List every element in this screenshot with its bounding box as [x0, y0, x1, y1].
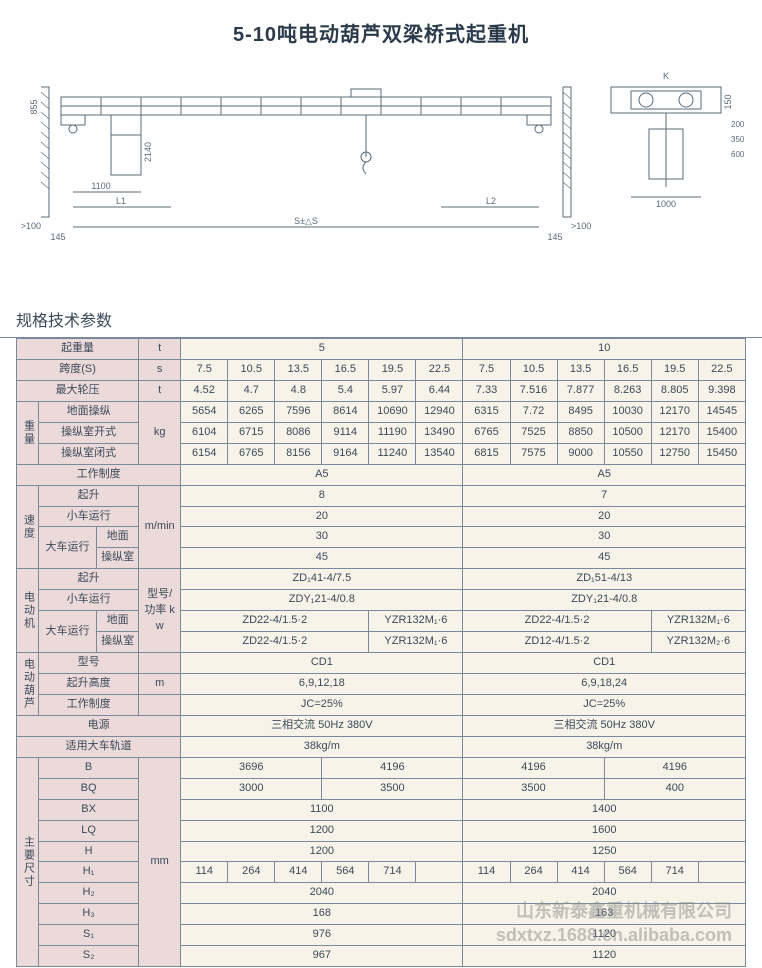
row-rail: 适用大车轨道 38kg/m 38kg/m	[17, 736, 746, 757]
label: S₂	[39, 946, 139, 967]
row-dim-H2: H₂ 2040 2040	[17, 883, 746, 904]
value: 5	[181, 339, 463, 360]
label-hoist-group: 电动葫芦	[17, 653, 39, 716]
label: 起升	[39, 485, 139, 506]
label: 小车运行	[39, 506, 139, 527]
label: BX	[39, 799, 139, 820]
row-dim-H: H 1200 1250	[17, 841, 746, 862]
label-motor-group: 电动机	[17, 569, 39, 653]
label: 电源	[17, 715, 181, 736]
row-dim-H1: H₁ 114264 414564 714 114264 414564 714	[17, 862, 746, 883]
row-motor-bridge-1: 大车运行 地面 ZD22-4/1.5·2 YZR132M₁·6 ZD22-4/1…	[17, 611, 746, 632]
row-speed-bridge-2: 操纵室 45 45	[17, 548, 746, 569]
label-capacity: 起重量	[17, 339, 139, 360]
label: 大车运行	[39, 611, 97, 653]
label: 型号	[39, 653, 139, 674]
label-span: 跨度(S)	[17, 359, 139, 380]
row-weight-3: 操纵室闭式 61546765 81569164 1124013540 68157…	[17, 443, 746, 464]
sublabel: 操纵室	[97, 548, 139, 569]
row-speed-trolley: 小车运行 20 20	[17, 506, 746, 527]
row-speed-bridge-1: 大车运行 地面 30 30	[17, 527, 746, 548]
label-dim-group: 主要尺寸	[17, 757, 39, 966]
row-motor-lift: 电动机 起升 型号/功率 kw ZD₁41-4/7.5 ZD₁51-4/13	[17, 569, 746, 590]
svg-text:350: 350	[731, 135, 745, 144]
svg-text:L2: L2	[486, 196, 496, 206]
label-wheel: 最大轮压	[17, 380, 139, 401]
svg-text:600: 600	[731, 150, 745, 159]
label: BQ	[39, 778, 139, 799]
label: 地面操纵	[39, 401, 139, 422]
label: 小车运行	[39, 590, 139, 611]
svg-text:K: K	[663, 71, 669, 81]
unit: m/min	[139, 485, 181, 569]
row-span: 跨度(S) s 7.510.5 13.516.5 19.522.5 7.510.…	[17, 359, 746, 380]
svg-text:1000: 1000	[656, 199, 676, 209]
page-title: 5-10吨电动葫芦双梁桥式起重机	[0, 0, 762, 57]
svg-text:145: 145	[50, 232, 65, 242]
label: 大车运行	[39, 527, 97, 569]
row-weight-2: 操纵室开式 61046715 80869114 1119013490 67657…	[17, 422, 746, 443]
label: 操纵室开式	[39, 422, 139, 443]
sublabel: 操纵室	[97, 632, 139, 653]
svg-text:1100: 1100	[91, 181, 110, 191]
label-weight-group: 重量	[17, 401, 39, 464]
row-power: 电源 三相交流 50Hz 380V 三相交流 50Hz 380V	[17, 715, 746, 736]
row-dim-B: 主要尺寸 B mm 3696 4196 4196 4196	[17, 757, 746, 778]
row-dim-BX: BX 1100 1400	[17, 799, 746, 820]
row-dim-S1: S₁ 976 1120	[17, 925, 746, 946]
unit: t	[139, 380, 181, 401]
label: 工作制度	[39, 694, 139, 715]
label: 适用大车轨道	[17, 736, 181, 757]
unit: 型号/功率 kw	[139, 569, 181, 653]
unit: m	[139, 674, 181, 695]
row-weight-1: 重量 地面操纵 kg 56546265 75968614 1069012940 …	[17, 401, 746, 422]
label: H₂	[39, 883, 139, 904]
unit: mm	[139, 757, 181, 966]
label: 起升	[39, 569, 139, 590]
svg-text:>100: >100	[21, 221, 41, 231]
svg-text:L1: L1	[116, 196, 126, 206]
unit: s	[139, 359, 181, 380]
row-capacity: 起重量 t 5 10	[17, 339, 746, 360]
row-dim-LQ: LQ 1200 1600	[17, 820, 746, 841]
label: H	[39, 841, 139, 862]
row-hoist-height: 起升高度 m 6,9,12,18 6,9,18,24	[17, 674, 746, 695]
row-hoist-model: 电动葫芦 型号 CD1 CD1	[17, 653, 746, 674]
svg-text:150: 150	[723, 94, 733, 109]
value: 10	[463, 339, 746, 360]
svg-text:2140: 2140	[143, 142, 153, 162]
section-title: 规格技术参数	[0, 297, 762, 338]
unit: t	[139, 339, 181, 360]
svg-text:S±△S: S±△S	[294, 216, 318, 226]
label: H₁	[39, 862, 139, 883]
label: S₁	[39, 925, 139, 946]
label: 操纵室闭式	[39, 443, 139, 464]
row-motor-bridge-2: 操纵室 ZD22-4/1.5·2 YZR132M₁·6 ZD12-4/1.5·2…	[17, 632, 746, 653]
row-hoist-duty: 工作制度 JC=25% JC=25%	[17, 694, 746, 715]
row-motor-trolley: 小车运行 ZDY₁21-4/0.8 ZDY₁21-4/0.8	[17, 590, 746, 611]
row-dim-H3: H₃ 168 163	[17, 904, 746, 925]
spec-table: 起重量 t 5 10 跨度(S) s 7.510.5 13.516.5 19.5…	[16, 338, 746, 967]
technical-diagram: 1100 L1 L2 S±△S 145 145 >100 >100 855 21…	[11, 57, 751, 257]
label: B	[39, 757, 139, 778]
svg-text:200: 200	[731, 120, 745, 129]
label: H₃	[39, 904, 139, 925]
svg-text:855: 855	[29, 99, 39, 114]
sublabel: 地面	[97, 527, 139, 548]
row-dim-BQ: BQ 3000 3500 3500 400	[17, 778, 746, 799]
label: 起升高度	[39, 674, 139, 695]
label: 工作制度	[17, 464, 181, 485]
svg-text:>100: >100	[571, 221, 591, 231]
row-wheel: 最大轮压 t 4.524.7 4.85.4 5.976.44 7.337.516…	[17, 380, 746, 401]
label-speed-group: 速度	[17, 485, 39, 569]
row-dim-S2: S₂ 967 1120	[17, 946, 746, 967]
row-duty: 工作制度 A5 A5	[17, 464, 746, 485]
label: LQ	[39, 820, 139, 841]
svg-text:145: 145	[547, 232, 562, 242]
sublabel: 地面	[97, 611, 139, 632]
unit: kg	[139, 401, 181, 464]
row-speed-lift: 速度 起升 m/min 8 7	[17, 485, 746, 506]
